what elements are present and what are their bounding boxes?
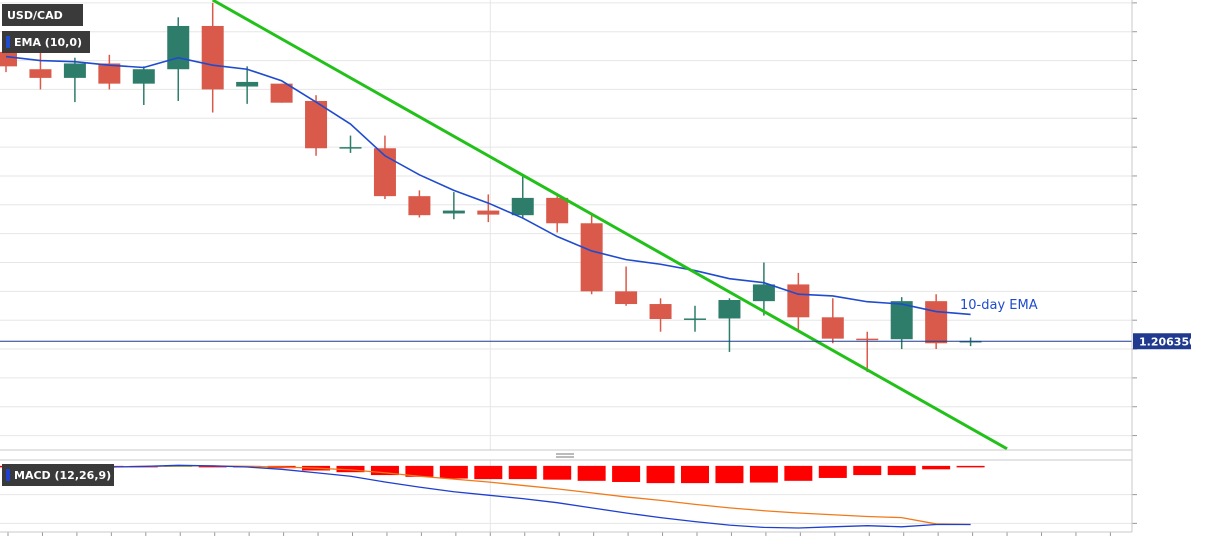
candle-body bbox=[615, 291, 638, 305]
macd-histogram-bar bbox=[370, 465, 399, 476]
macd-histogram-bar bbox=[198, 465, 227, 468]
candle-body bbox=[236, 81, 259, 87]
candle-body bbox=[580, 223, 603, 292]
candle-body bbox=[477, 210, 500, 215]
ema-indicator-label[interactable]: EMA (10,0) bbox=[2, 31, 90, 53]
macd-indicator-label[interactable]: MACD (12,26,9) bbox=[2, 464, 114, 486]
candle-body bbox=[167, 25, 190, 70]
candle-body bbox=[408, 196, 431, 216]
macd-histogram-bar bbox=[887, 465, 916, 476]
macd-histogram-bar bbox=[646, 465, 675, 484]
ema-annotation: 10-day EMA bbox=[960, 298, 1038, 313]
candle-body bbox=[649, 304, 672, 320]
ema-color-swatch bbox=[6, 36, 10, 48]
candle-body bbox=[684, 318, 706, 320]
candles-layer bbox=[0, 2, 982, 373]
candle-body bbox=[305, 100, 328, 149]
macd-histogram-bar bbox=[405, 465, 434, 477]
candle-body bbox=[511, 197, 534, 216]
candle-body bbox=[373, 148, 396, 197]
macd-histogram-bar bbox=[853, 465, 882, 476]
macd-histogram-bar bbox=[474, 465, 503, 480]
candle-body bbox=[821, 317, 844, 339]
macd-layer bbox=[0, 464, 985, 529]
macd-histogram-bar bbox=[922, 465, 951, 470]
current-price-text: 1.206350 bbox=[1139, 335, 1197, 348]
descending-trendline bbox=[211, 0, 1008, 451]
macd-histogram-bar bbox=[818, 465, 847, 478]
overlays-layer bbox=[0, 0, 1132, 451]
candle-body bbox=[29, 69, 52, 78]
candle-body bbox=[925, 301, 948, 344]
macd-line bbox=[5, 464, 971, 529]
macd-color-swatch bbox=[6, 469, 10, 481]
ema-10-line bbox=[5, 55, 971, 316]
candle-body bbox=[787, 284, 810, 318]
axes-layer bbox=[7, 2, 1137, 536]
candle-body bbox=[201, 25, 224, 90]
candle-body bbox=[718, 300, 741, 319]
macd-histogram-bar bbox=[543, 465, 572, 480]
candle-body bbox=[63, 63, 86, 78]
macd-histogram-bar bbox=[784, 465, 813, 481]
macd-histogram-bar bbox=[577, 465, 606, 481]
candle-body bbox=[856, 338, 879, 341]
ema-indicator-label-text: EMA (10,0) bbox=[14, 36, 82, 49]
symbol-label: USD/CAD bbox=[2, 4, 83, 26]
macd-histogram-bar bbox=[336, 465, 365, 473]
candle-body bbox=[98, 63, 121, 84]
macd-histogram-bar bbox=[681, 465, 709, 484]
pane-resize-handle[interactable] bbox=[556, 453, 574, 458]
macd-histogram-bar bbox=[612, 465, 641, 482]
candle-body bbox=[442, 210, 465, 214]
current-price-badge: 1.206350 bbox=[1133, 333, 1197, 350]
symbol-label-text: USD/CAD bbox=[7, 9, 63, 22]
macd-histogram-bar bbox=[956, 465, 985, 468]
candle-body bbox=[339, 147, 362, 149]
candle-body bbox=[132, 69, 155, 84]
macd-histogram-bar bbox=[508, 465, 537, 480]
candle-body bbox=[890, 301, 913, 340]
candle-body bbox=[752, 284, 775, 302]
candle-body bbox=[0, 51, 17, 67]
macd-histogram-bar bbox=[749, 465, 778, 483]
candle-body bbox=[270, 83, 293, 103]
macd-histogram-bar bbox=[715, 465, 744, 484]
macd-histogram-bar bbox=[439, 465, 468, 479]
candle-body bbox=[546, 197, 569, 224]
main-pane bbox=[0, 0, 1132, 450]
macd-indicator-label-text: MACD (12,26,9) bbox=[14, 469, 111, 482]
